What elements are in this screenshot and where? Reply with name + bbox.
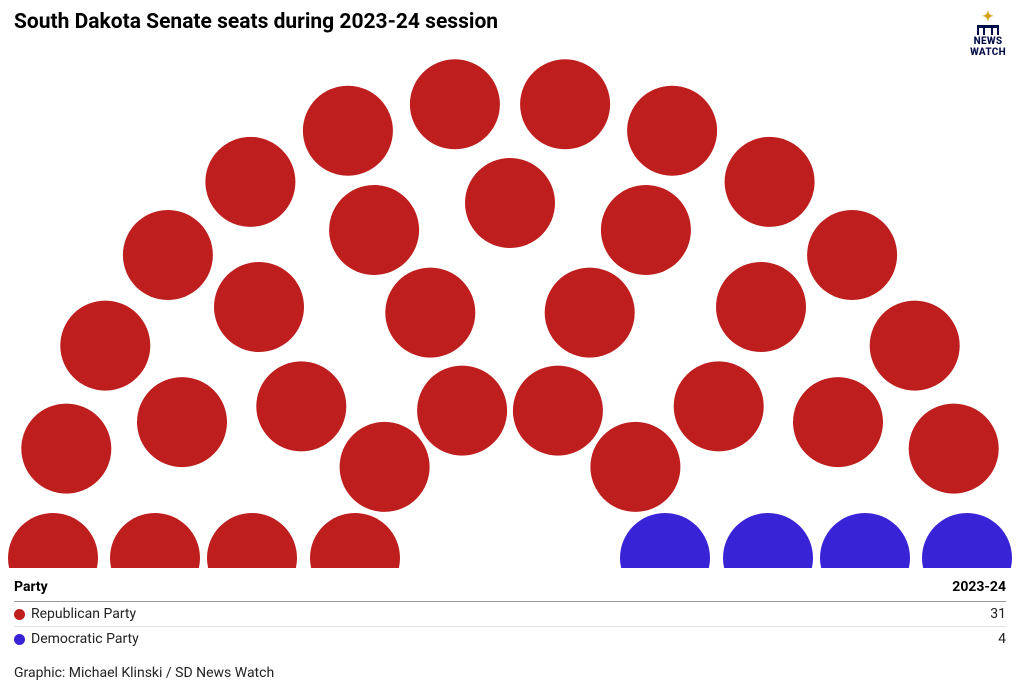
legend-table: Party 2023-24 Republican Party 31 Democrat… bbox=[14, 579, 1006, 651]
seat-republican bbox=[725, 137, 815, 227]
seat-republican bbox=[137, 377, 227, 467]
table-row: Republican Party 31 bbox=[14, 602, 1006, 627]
seat-republican bbox=[417, 366, 507, 456]
seat-republican bbox=[590, 422, 680, 512]
seat-republican bbox=[256, 361, 346, 451]
seat-republican bbox=[110, 513, 200, 568]
party-name: Republican Party bbox=[31, 606, 136, 622]
seat-republican bbox=[60, 301, 150, 391]
seat-republican bbox=[8, 513, 98, 568]
seat-republican bbox=[385, 268, 475, 358]
seat-republican bbox=[21, 404, 111, 494]
seat-republican bbox=[513, 366, 603, 456]
logo-flame-icon: ✦ bbox=[982, 10, 994, 24]
seat-republican bbox=[465, 158, 555, 248]
table-header-party: Party bbox=[14, 579, 48, 595]
seat-republican bbox=[340, 422, 430, 512]
seat-republican bbox=[310, 513, 400, 568]
seat-republican bbox=[545, 268, 635, 358]
table-header-count: 2023-24 bbox=[952, 579, 1006, 595]
seat-republican bbox=[410, 59, 500, 149]
seat-republican bbox=[601, 185, 691, 275]
party-cell: Republican Party bbox=[14, 606, 136, 622]
seat-republican bbox=[807, 210, 897, 300]
seat-republican bbox=[123, 210, 213, 300]
party-color-dot bbox=[14, 634, 25, 645]
hemicycle-chart bbox=[0, 48, 1020, 568]
chart-title: South Dakota Senate seats during 2023-24… bbox=[14, 10, 498, 34]
seat-republican bbox=[207, 513, 297, 568]
seat-democratic bbox=[723, 513, 813, 568]
seat-republican bbox=[303, 86, 393, 176]
seat-democratic bbox=[620, 513, 710, 568]
seat-republican bbox=[214, 262, 304, 352]
party-count: 31 bbox=[990, 606, 1006, 622]
graphic-credit: Graphic: Michael Klinski / SD News Watch bbox=[14, 665, 274, 681]
party-name: Democratic Party bbox=[31, 631, 139, 647]
party-cell: Democratic Party bbox=[14, 631, 139, 647]
table-row: Democratic Party 4 bbox=[14, 627, 1006, 651]
seat-republican bbox=[674, 361, 764, 451]
seat-democratic bbox=[820, 513, 910, 568]
seat-republican bbox=[870, 301, 960, 391]
logo-pillar-icon bbox=[977, 25, 999, 35]
party-color-dot bbox=[14, 609, 25, 620]
logo-text-1: NEWS bbox=[974, 37, 1003, 48]
table-header: Party 2023-24 bbox=[14, 579, 1006, 602]
seat-democratic bbox=[922, 513, 1012, 568]
seat-republican bbox=[520, 59, 610, 149]
seat-republican bbox=[716, 262, 806, 352]
seat-republican bbox=[909, 404, 999, 494]
seat-republican bbox=[793, 377, 883, 467]
party-count: 4 bbox=[998, 631, 1006, 647]
seat-republican bbox=[329, 185, 419, 275]
seat-republican bbox=[205, 137, 295, 227]
seat-republican bbox=[627, 86, 717, 176]
